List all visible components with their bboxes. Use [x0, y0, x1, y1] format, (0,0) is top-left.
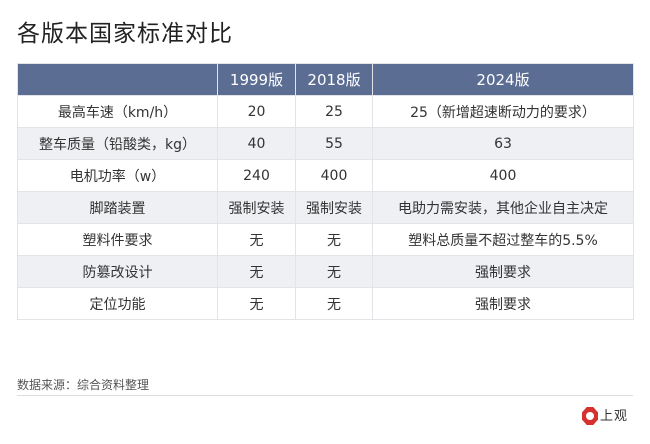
table-cell: 40: [217, 127, 296, 160]
table-row: 塑料件要求无无塑料总质量不超过整车的5.5%: [17, 223, 634, 256]
table-cell: 25（新增超速断动力的要求）: [372, 95, 634, 128]
row-label: 电机功率（w）: [17, 159, 218, 192]
row-label: 整车质量（铅酸类，kg）: [17, 127, 218, 160]
logo: 上观: [578, 404, 640, 428]
table-cell: 400: [372, 159, 634, 192]
row-label: 定位功能: [17, 287, 218, 320]
page-title: 各版本国家标准对比: [17, 21, 233, 47]
column-header: [17, 63, 218, 96]
table-cell: 电助力需安装，其他企业自主决定: [372, 191, 634, 224]
table-cell: 强制要求: [372, 287, 634, 320]
table-row: 电机功率（w） 240 400 400: [17, 159, 634, 192]
row-label: 最高车速（km/h）: [17, 95, 218, 128]
table-cell: 25: [295, 95, 373, 128]
table-cell: 塑料总质量不超过整车的5.5%: [372, 223, 634, 256]
table-row: 脚踏装置 强制安装 强制安装 电助力需安装，其他企业自主决定: [17, 191, 634, 224]
column-header: 2024版: [372, 63, 634, 96]
table-row: 最高车速（km/h） 20 25 25（新增超速断动力的要求）: [17, 95, 634, 128]
logo-mark-icon: [582, 407, 598, 425]
table-cell: 240: [217, 159, 296, 192]
table-cell: 无: [217, 223, 296, 256]
table-cell: 55: [295, 127, 373, 160]
table-cell: 无: [217, 287, 296, 320]
table-cell: 强制安装: [295, 191, 373, 224]
row-label: 塑料件要求: [17, 223, 218, 256]
table-row: 定位功能无无强制要求: [17, 287, 634, 320]
table-cell: 无: [295, 255, 373, 288]
row-label: 脚踏装置: [17, 191, 218, 224]
table-cell: 400: [295, 159, 373, 192]
table-row: 整车质量（铅酸类，kg） 40 55 63: [17, 127, 634, 160]
table-header-row: 1999版 2018版 2024版: [17, 63, 634, 96]
table-cell: 无: [217, 255, 296, 288]
comparison-table: 1999版 2018版 2024版 最高车速（km/h） 20 25 25（新增超速断动力…: [17, 63, 634, 320]
table-cell: 无: [295, 287, 373, 320]
table-cell: 63: [372, 127, 634, 160]
table-cell: 20: [217, 95, 296, 128]
divider: [17, 395, 633, 396]
source-note: 数据来源：综合资料整理: [17, 378, 150, 392]
table-row: 防篡改设计无无强制要求: [17, 255, 634, 288]
table-cell: 强制安装: [217, 191, 296, 224]
logo-text: 上观: [600, 409, 629, 424]
column-header: 1999版: [217, 63, 296, 96]
row-label: 防篡改设计: [17, 255, 218, 288]
column-header: 2018版: [295, 63, 373, 96]
table-cell: 无: [295, 223, 373, 256]
table-cell: 强制要求: [372, 255, 634, 288]
